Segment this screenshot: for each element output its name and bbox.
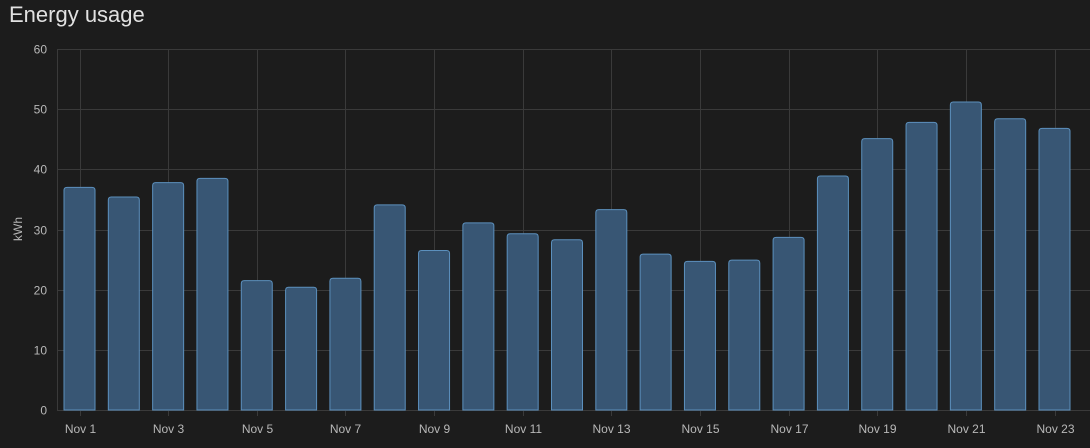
y-tick-label: 20 bbox=[34, 284, 48, 298]
bar-nov-13[interactable] bbox=[595, 209, 628, 411]
x-tick-label: Nov 9 bbox=[419, 422, 451, 436]
bar-nov-23[interactable] bbox=[1038, 127, 1071, 411]
y-tick-label: 40 bbox=[34, 163, 48, 177]
bar-nov-10[interactable] bbox=[462, 222, 495, 411]
x-tick-label: Nov 7 bbox=[330, 422, 362, 436]
bar-nov-17[interactable] bbox=[772, 236, 805, 411]
bar-nov-1[interactable] bbox=[63, 186, 96, 411]
x-tick-label: Nov 13 bbox=[592, 422, 630, 436]
bar-nov-11[interactable] bbox=[506, 233, 539, 411]
y-tick-label: 50 bbox=[34, 103, 48, 117]
y-axis-ticks: 0 10 20 30 40 50 60 bbox=[34, 43, 48, 418]
bar-nov-18[interactable] bbox=[816, 175, 849, 411]
bar-nov-3[interactable] bbox=[152, 182, 185, 411]
x-tick-label: Nov 3 bbox=[153, 422, 185, 436]
y-axis-title: kWh bbox=[11, 217, 25, 241]
y-tick-label: 10 bbox=[34, 344, 48, 358]
bar-nov-7[interactable] bbox=[329, 277, 362, 411]
bar-nov-16[interactable] bbox=[728, 259, 761, 411]
bar-nov-22[interactable] bbox=[994, 118, 1027, 411]
y-tick-label: 0 bbox=[40, 404, 47, 418]
x-tick-label: Nov 5 bbox=[242, 422, 274, 436]
card-title: Energy usage bbox=[9, 2, 145, 27]
bar-nov-14[interactable] bbox=[639, 253, 672, 411]
bar-nov-15[interactable] bbox=[683, 260, 716, 411]
bar-nov-5[interactable] bbox=[240, 280, 273, 411]
bar-nov-20[interactable] bbox=[905, 121, 938, 411]
bar-nov-9[interactable] bbox=[418, 250, 451, 411]
y-tick-label: 60 bbox=[34, 43, 48, 57]
x-tick-label: Nov 15 bbox=[681, 422, 719, 436]
bars bbox=[63, 101, 1071, 411]
x-tick-label: Nov 17 bbox=[770, 422, 808, 436]
x-tick-label: Nov 11 bbox=[505, 422, 542, 436]
bar-nov-8[interactable] bbox=[373, 204, 406, 411]
x-tick-label: Nov 1 bbox=[65, 422, 97, 436]
bar-nov-4[interactable] bbox=[196, 177, 229, 411]
y-tick-label: 30 bbox=[34, 224, 48, 238]
x-axis-ticks: Nov 1 Nov 3 Nov 5 Nov 7 Nov 9 Nov 11 Nov 13 Nov… bbox=[65, 422, 1075, 436]
bar-nov-19[interactable] bbox=[861, 138, 894, 411]
bar-nov-21[interactable] bbox=[949, 101, 982, 411]
bar-nov-2[interactable] bbox=[107, 196, 140, 411]
x-tick-label: Nov 21 bbox=[947, 422, 985, 436]
x-tick-label: Nov 19 bbox=[858, 422, 896, 436]
x-tick-label: Nov 23 bbox=[1036, 422, 1074, 436]
bar-nov-6[interactable] bbox=[285, 286, 318, 411]
bar-nov-12[interactable] bbox=[551, 239, 583, 411]
